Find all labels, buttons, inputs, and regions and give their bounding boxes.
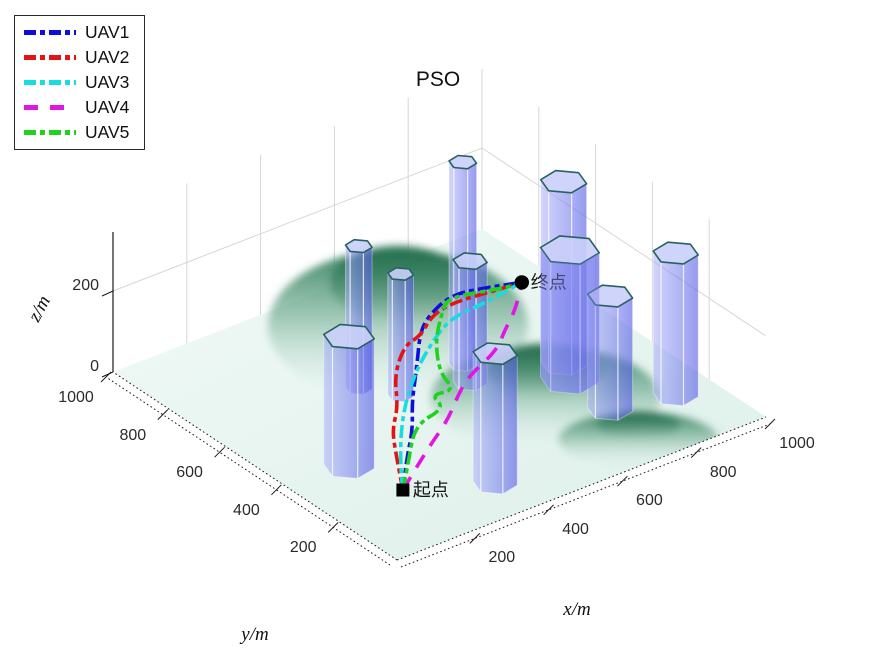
x-tick-label: 600: [636, 492, 663, 510]
building-prism: [322, 323, 376, 479]
building-roof: [652, 241, 700, 265]
z-tick-label: 200: [72, 277, 99, 294]
x-axis-label: x/m: [563, 599, 591, 620]
legend-label: UAV4: [85, 96, 130, 117]
legend-line-sample: [24, 80, 76, 85]
building-roof: [539, 169, 588, 194]
y-tick-label: 800: [119, 426, 147, 444]
building-body: [652, 249, 699, 407]
legend-label: UAV2: [85, 46, 130, 67]
legend-line-sample: [24, 130, 76, 135]
x-tick-mark: [690, 447, 702, 458]
building-roof: [344, 238, 373, 254]
legend-line-sample: [24, 55, 76, 60]
end-point-label: 终点: [531, 272, 567, 293]
building-body: [387, 271, 414, 403]
building-roof: [586, 284, 634, 308]
uav-path-uav3: [398, 280, 523, 491]
uav-path-uav2: [391, 280, 523, 491]
y-tick-mark: [271, 484, 282, 496]
start-point-label: 起点: [413, 480, 449, 501]
building-roof: [386, 266, 415, 282]
x-tick-mark: [543, 504, 554, 516]
x-tick-label: 200: [488, 549, 516, 567]
building-roof: [452, 252, 488, 271]
legend: UAV1 UAV2 UAV3 UAV4 UAV5: [14, 15, 145, 150]
building-roof: [448, 154, 478, 170]
building-body: [472, 350, 518, 495]
building-prism: [586, 284, 634, 421]
legend-line-sample: [24, 105, 76, 110]
end-point-marker: [514, 275, 529, 290]
x-tick-label: 1000: [779, 435, 815, 452]
legend-item-uav4: UAV4: [24, 97, 136, 118]
y-tick-mark: [327, 522, 339, 533]
x-tick-mark: [764, 418, 776, 430]
building-body: [323, 332, 375, 479]
building-body-overlay: [540, 247, 600, 394]
uav-trajectories: [391, 280, 524, 491]
plot-title: PSO: [415, 68, 461, 91]
y-tick-label: 200: [289, 539, 317, 557]
uav-path-uav5: [401, 280, 523, 491]
y-tick-label: 1000: [58, 389, 94, 406]
x-tick-mark: [617, 475, 628, 487]
axes: [100, 232, 776, 568]
building-roof: [322, 323, 376, 350]
legend-label: UAV3: [85, 71, 130, 92]
x-tick-label: 400: [562, 520, 589, 538]
z-tick-mark: [101, 371, 114, 378]
legend-label: UAV5: [85, 121, 130, 142]
legend-line-sample: [24, 30, 76, 35]
legend-label: UAV1: [85, 21, 130, 42]
building-roof: [472, 342, 519, 366]
building-prism: [539, 235, 601, 395]
building-prism: [386, 266, 415, 403]
legend-item-uav1: UAV1: [24, 22, 136, 43]
y-axis-label: y/m: [241, 624, 269, 645]
z-tick-mark: [101, 290, 114, 297]
y-tick-label: 600: [176, 464, 203, 482]
building-prism: [472, 342, 519, 495]
z-tick-label: 0: [90, 358, 99, 375]
building-prism: [652, 241, 700, 407]
y-tick-mark: [214, 446, 225, 458]
legend-item-uav5: UAV5: [24, 122, 136, 143]
legend-item-uav2: UAV2: [24, 47, 136, 68]
x-axis-edge: [396, 416, 767, 561]
x-tick-label: 800: [709, 463, 737, 481]
building-roof: [539, 235, 601, 266]
y-tick-mark: [157, 409, 169, 420]
y-tick-label: 400: [233, 501, 260, 519]
x-axis-ruler: [400, 423, 771, 568]
uav-path-uav1: [401, 280, 523, 491]
legend-item-uav3: UAV3: [24, 72, 136, 93]
x-tick-mark: [469, 533, 481, 544]
start-point-marker: [396, 483, 410, 497]
